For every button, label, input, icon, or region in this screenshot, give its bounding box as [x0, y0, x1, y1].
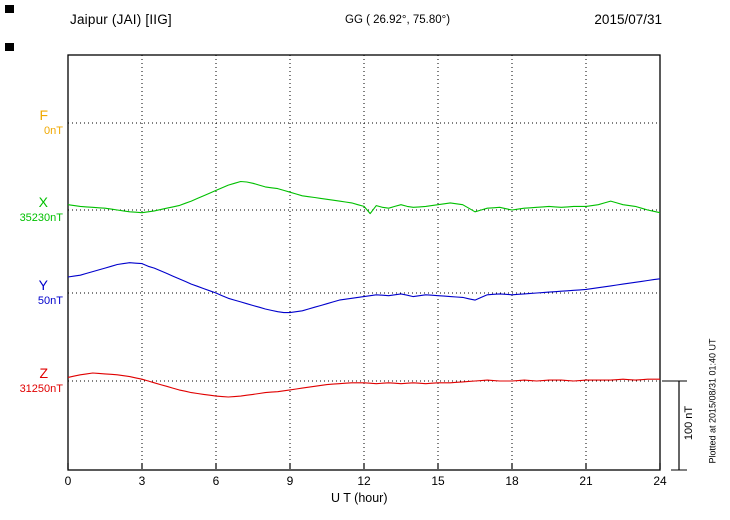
x-tick-label-18: 18 [505, 474, 519, 488]
corner-marker-plot [5, 43, 14, 51]
geographic-coords: GG ( 26.92°, 75.80°) [345, 14, 451, 26]
channel-label-f: F [39, 107, 48, 123]
channel-label-y: Y [38, 277, 48, 293]
x-tick-label-12: 12 [357, 474, 371, 488]
x-tick-label-0: 0 [64, 474, 72, 488]
plot-border [67, 54, 661, 471]
x-tick-label-24: 24 [653, 474, 667, 488]
x-axis-title: U T (hour) [331, 491, 388, 505]
channel-baseline-value-x: 35230nT [19, 212, 63, 224]
trace-x [67, 180, 661, 215]
channel-label-x: X [38, 194, 48, 210]
trace-z [67, 372, 660, 398]
trace-y [67, 262, 661, 314]
scale-bar-label: 100 nT [683, 405, 696, 441]
channel-baseline-value-f: 0nT [44, 125, 63, 137]
x-tick-label-15: 15 [431, 474, 445, 488]
x-tick-label-9: 9 [286, 474, 294, 488]
x-tick-label-3: 3 [138, 474, 146, 488]
x-tick-label-6: 6 [212, 474, 220, 488]
x-tick-label-21: 21 [579, 474, 593, 488]
channel-baseline-value-z: 31250nT [19, 383, 63, 395]
station-title: Jaipur (JAI) [IIG] [70, 12, 172, 27]
plotted-at-note: Plotted at 2015/08/31 01:40 UT [707, 338, 718, 464]
channel-label-z: Z [39, 365, 48, 381]
channel-baseline-value-y: 50nT [37, 295, 63, 307]
corner-marker-top [5, 5, 14, 13]
plot-date: 2015/07/31 [594, 12, 662, 27]
